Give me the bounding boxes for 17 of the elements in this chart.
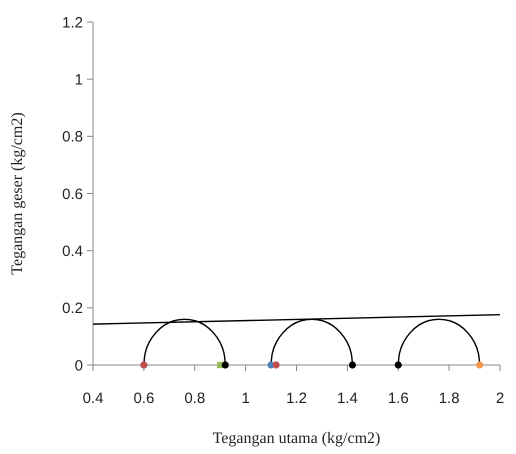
y-tick-label: 1 [74, 71, 83, 88]
x-tick-label: 1.8 [438, 390, 460, 407]
y-tick-label: 0 [74, 357, 83, 374]
y-tick-label: 0.8 [62, 128, 83, 146]
y-tick-label: 0.2 [62, 300, 83, 318]
x-tick-label: 1.6 [388, 390, 409, 407]
x-tick-label: 1.2 [286, 390, 307, 407]
y-tick-label: 0.4 [62, 242, 83, 260]
x-tick-label: 0.6 [133, 390, 154, 407]
x-tick-label: 2 [496, 390, 504, 407]
y-tick-label: 0.6 [62, 186, 83, 203]
x-tick-label: 1 [241, 390, 250, 407]
x-tick-label: 0.8 [184, 390, 206, 407]
x-axis-title: Tegangan utama (kg/cm2) [212, 430, 380, 447]
y-tick-label: 1.2 [62, 14, 83, 32]
x-tick-label: 1.4 [336, 390, 358, 407]
y-axis-title: Tegangan geser (kg/cm2) [9, 112, 26, 275]
